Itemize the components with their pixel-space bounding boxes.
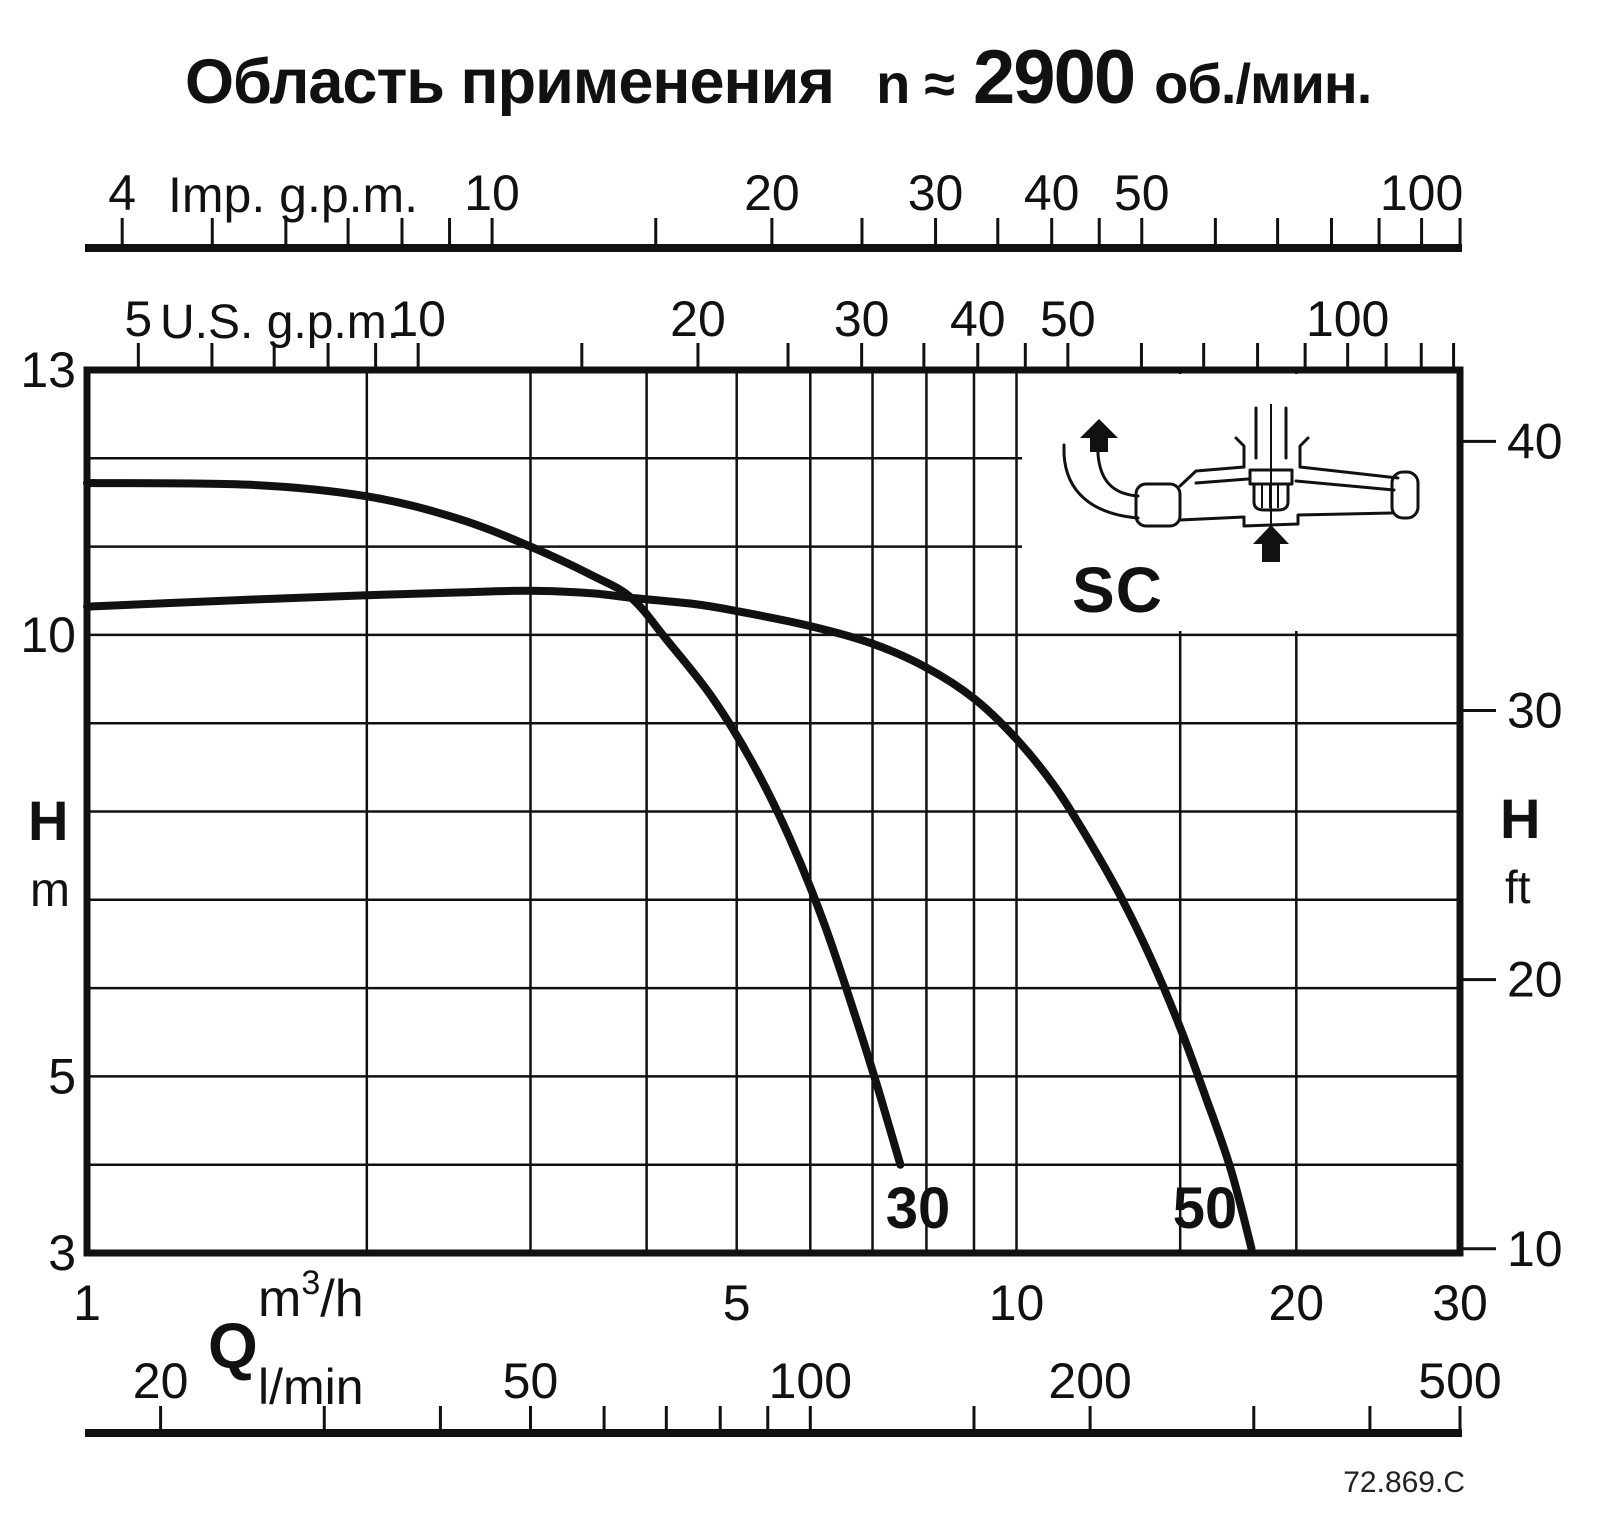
elbow-inner bbox=[1096, 452, 1140, 498]
axis-tick-label: 10 bbox=[20, 607, 76, 663]
axis-tick-label: 30 bbox=[834, 291, 890, 347]
body-top-right bbox=[1298, 465, 1400, 480]
axis-tick-label: 10 bbox=[989, 1275, 1045, 1331]
curve-labels: 30 50 bbox=[886, 1176, 1238, 1241]
axis-tick-label: 4 bbox=[108, 165, 136, 221]
flow-axis-title: Q bbox=[208, 1310, 258, 1382]
axis-tick-label: 20 bbox=[133, 1353, 189, 1409]
flow-out-arrow-icon bbox=[1080, 419, 1118, 452]
chart-title: Область применения n ≈ 2900 об./мин. bbox=[0, 34, 1600, 121]
head-axis-unit: m bbox=[30, 864, 70, 917]
axis-tick-label: 500 bbox=[1418, 1353, 1501, 1409]
curve-label-30: 30 bbox=[886, 1176, 951, 1241]
pump-curves bbox=[83, 479, 1256, 1253]
axis-tick-label: 40 bbox=[950, 291, 1006, 347]
axis-tick-label: 10 bbox=[1507, 1221, 1563, 1277]
elbow-outer bbox=[1062, 452, 1140, 520]
inset-series-label: SC bbox=[1072, 554, 1163, 626]
title-text: Область применения bbox=[185, 47, 835, 117]
axis-tick-label: 3 bbox=[48, 1225, 76, 1281]
imp-gpm-axis-title: Imp. g.p.m. bbox=[168, 167, 418, 223]
us-gpm-axis: 5 10 20 30 40 50 100 U.S. g.p.m. bbox=[124, 291, 1456, 367]
axis-tick-label: 20 bbox=[1269, 1275, 1325, 1331]
axis-tick-label: 30 bbox=[1507, 682, 1563, 738]
axis-tick-label: 100 bbox=[769, 1353, 852, 1409]
inset-mask bbox=[1022, 374, 1457, 631]
document-code: 72.869.C bbox=[1343, 1466, 1465, 1499]
end-cap bbox=[1390, 470, 1420, 520]
suction-flange bbox=[1134, 482, 1182, 528]
us-gpm-axis-title: U.S. g.p.m. bbox=[160, 296, 400, 349]
axis-tick-label: 40 bbox=[1024, 165, 1080, 221]
axis-tick-label: 30 bbox=[908, 165, 964, 221]
title-rpm-value: 2900 bbox=[973, 35, 1136, 120]
axis-tick-label: 13 bbox=[20, 342, 76, 398]
curve-50 bbox=[83, 586, 1256, 1253]
axis-tick-label: 40 bbox=[1507, 413, 1563, 469]
curve-label-50: 50 bbox=[1173, 1176, 1238, 1241]
inset-label: SC bbox=[1072, 554, 1163, 626]
body-inner-top-right bbox=[1294, 479, 1396, 492]
pump-section-icon bbox=[1062, 404, 1420, 562]
axis-tick-label: 30 bbox=[1432, 1275, 1488, 1331]
flow-axis-unit-m3h: m3/h bbox=[258, 1264, 364, 1328]
title-speed-symbol: n bbox=[876, 52, 911, 115]
flow-axis-unit-lmin: l/min bbox=[258, 1359, 364, 1415]
shaft-housing-left bbox=[1234, 436, 1246, 469]
axis-tick-label: 10 bbox=[464, 165, 520, 221]
axis-tick-label: 20 bbox=[670, 291, 726, 347]
axis-tick-label: 50 bbox=[503, 1353, 559, 1409]
approx-symbol: ≈ bbox=[924, 52, 956, 115]
axis-tick-label: 10 bbox=[390, 291, 446, 347]
axis-tick-label: 50 bbox=[1040, 291, 1096, 347]
axis-tick-label: 100 bbox=[1380, 165, 1463, 221]
axis-tick-label: 20 bbox=[1507, 952, 1563, 1008]
title-rpm-unit: об./мин. bbox=[1154, 52, 1372, 115]
flow-lmin-axis: 20 50 100 200 500 bbox=[85, 1353, 1502, 1437]
axis-tick-label: 5 bbox=[124, 291, 152, 347]
imp-gpm-axis: 4 10 20 30 40 50 100 Imp. g.p.m. bbox=[85, 165, 1463, 252]
head-ft-axis: 40 30 20 10 Hft bbox=[1463, 413, 1563, 1277]
axis-tick-label: 50 bbox=[1114, 165, 1170, 221]
axis-tick-label: 5 bbox=[723, 1275, 751, 1331]
axis-tick-label: 100 bbox=[1306, 291, 1389, 347]
flow-m3h-axis: 1 5 10 20 30 Qm3/h l/min bbox=[73, 1264, 1488, 1415]
head-m-axis: 13 10 5 3 Hm bbox=[20, 342, 76, 1281]
axis-tick-label: 5 bbox=[48, 1048, 76, 1104]
body-top-left bbox=[1178, 465, 1246, 488]
head-axis-title-ft: H bbox=[1500, 787, 1540, 850]
axis-tick-label: 1 bbox=[73, 1275, 101, 1331]
body-inner-top-left bbox=[1194, 477, 1250, 485]
plot-border bbox=[83, 366, 1464, 1257]
flow-in-arrow-icon bbox=[1253, 525, 1289, 562]
shaft-housing-right bbox=[1298, 436, 1310, 469]
axis-tick-label: 20 bbox=[744, 165, 800, 221]
axis-tick-label: 200 bbox=[1048, 1353, 1131, 1409]
head-axis-unit-ft: ft bbox=[1505, 861, 1531, 913]
head-axis-title: H bbox=[28, 789, 68, 852]
curve-30 bbox=[83, 479, 905, 1169]
